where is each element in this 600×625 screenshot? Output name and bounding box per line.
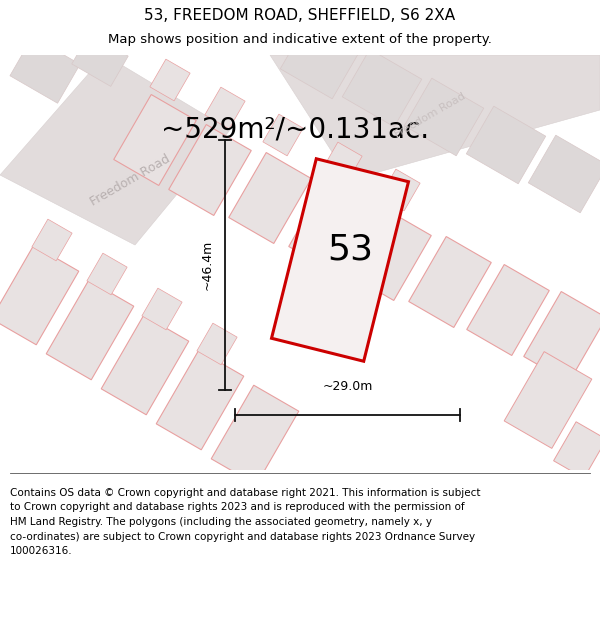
Polygon shape [467,264,549,356]
Polygon shape [380,169,420,211]
Text: ~29.0m: ~29.0m [322,381,373,394]
Polygon shape [554,422,600,478]
Polygon shape [504,352,592,448]
Polygon shape [10,37,80,103]
Polygon shape [87,253,127,295]
Polygon shape [150,59,190,101]
Text: 53: 53 [327,233,373,267]
Polygon shape [524,291,600,382]
Polygon shape [142,288,182,330]
Polygon shape [270,55,600,180]
Polygon shape [322,142,362,184]
Polygon shape [229,152,311,244]
Polygon shape [211,385,299,485]
Text: Contains OS data © Crown copyright and database right 2021. This information is : Contains OS data © Crown copyright and d… [10,488,481,498]
Polygon shape [289,181,371,272]
Polygon shape [342,49,422,127]
Polygon shape [0,245,79,345]
Polygon shape [272,159,409,361]
Polygon shape [280,21,360,99]
Polygon shape [263,114,303,156]
Text: 53, FREEDOM ROAD, SHEFFIELD, S6 2XA: 53, FREEDOM ROAD, SHEFFIELD, S6 2XA [145,8,455,23]
Polygon shape [205,87,245,129]
Text: ~529m²/~0.131ac.: ~529m²/~0.131ac. [161,116,429,144]
Text: Freedom Road: Freedom Road [393,91,467,139]
Polygon shape [404,78,484,156]
Polygon shape [409,236,491,328]
Text: to Crown copyright and database rights 2023 and is reproduced with the permissio: to Crown copyright and database rights 2… [10,503,464,512]
Polygon shape [169,124,251,216]
Polygon shape [156,350,244,450]
Polygon shape [114,94,196,186]
Polygon shape [197,323,237,365]
Text: Freedom Road: Freedom Road [88,152,172,208]
Polygon shape [466,106,546,184]
Polygon shape [0,55,230,245]
Text: 100026316.: 100026316. [10,546,73,556]
Polygon shape [101,315,189,415]
Text: Map shows position and indicative extent of the property.: Map shows position and indicative extent… [108,33,492,46]
Polygon shape [32,219,72,261]
Text: HM Land Registry. The polygons (including the associated geometry, namely x, y: HM Land Registry. The polygons (includin… [10,517,432,527]
Text: ~46.4m: ~46.4m [200,240,214,290]
Text: co-ordinates) are subject to Crown copyright and database rights 2023 Ordnance S: co-ordinates) are subject to Crown copyr… [10,531,475,541]
Polygon shape [349,209,431,301]
Polygon shape [528,135,600,213]
Polygon shape [46,280,134,380]
Polygon shape [72,34,128,86]
